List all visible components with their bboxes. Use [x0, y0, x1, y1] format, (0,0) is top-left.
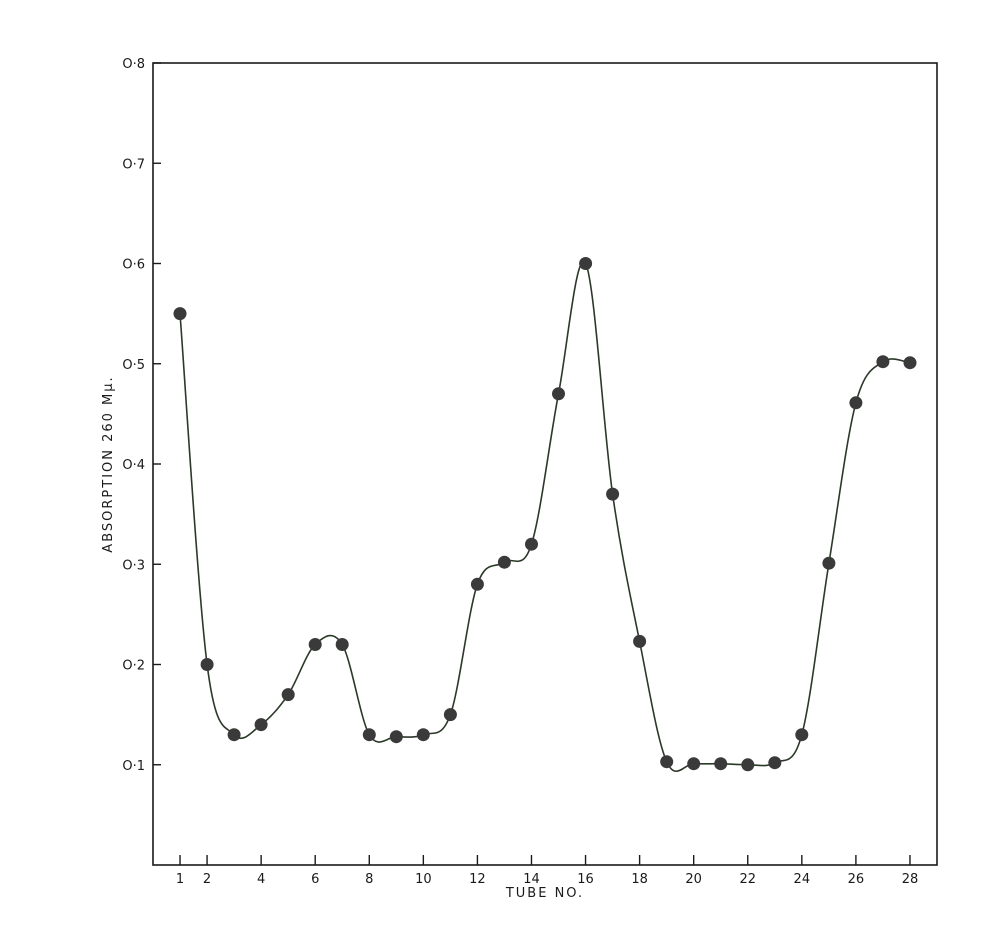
plot-frame [152, 62, 938, 866]
data-point [849, 396, 863, 410]
data-point [606, 487, 620, 501]
data-point [822, 556, 836, 570]
data-point [795, 728, 809, 742]
data-point [687, 757, 701, 771]
y-tick-label: O·8 [122, 57, 145, 72]
x-tick-label: 14 [523, 872, 540, 887]
x-tick-label: 28 [902, 872, 919, 887]
x-axis-ticks: 1 2 4 6 8 10 12 14 16 18 20 22 24 26 28 [176, 855, 918, 887]
data-point [281, 688, 295, 702]
data-point [714, 757, 728, 771]
x-axis-title: TUBE NO. [505, 886, 584, 901]
data-point [660, 755, 674, 769]
x-tick-label: 26 [848, 872, 865, 887]
data-point [470, 577, 484, 591]
x-tick-label: 18 [631, 872, 648, 887]
y-tick-label: O·3 [122, 558, 145, 573]
data-point [552, 387, 565, 401]
y-tick-label: O·6 [122, 258, 145, 273]
x-tick-label: 16 [577, 872, 594, 887]
x-tick-label: 20 [685, 872, 702, 887]
data-point [254, 718, 268, 732]
data-point [903, 356, 917, 370]
data-point [768, 756, 782, 770]
y-axis-title: ABSORPTION 260 Mμ. [101, 375, 116, 552]
x-tick-label: 12 [469, 872, 486, 887]
data-point [741, 758, 755, 772]
data-point [308, 638, 322, 651]
data-point [173, 307, 187, 321]
data-point [579, 257, 593, 270]
data-points [173, 257, 917, 772]
x-tick-label: 24 [794, 872, 811, 887]
y-tick-label: O·4 [122, 458, 145, 473]
y-tick-label: O·5 [122, 358, 145, 373]
data-point [497, 555, 511, 569]
data-point [335, 638, 349, 651]
data-point [633, 634, 647, 648]
x-tick-label: 4 [257, 872, 265, 887]
x-tick-label: 22 [739, 872, 756, 887]
x-tick-label: 8 [365, 872, 373, 887]
data-point [389, 730, 403, 744]
x-tick-label: 10 [415, 872, 432, 887]
data-point [443, 708, 457, 722]
data-point [416, 728, 430, 742]
data-point [876, 355, 890, 369]
y-tick-label: O·2 [122, 659, 145, 674]
x-tick-label: 2 [203, 872, 211, 887]
data-point [200, 658, 214, 671]
data-point [362, 728, 376, 742]
y-axis-ticks: O·1 O·2 O·3 O·4 O·5 O·6 O·7 O·8 [122, 57, 161, 774]
data-point [525, 537, 538, 551]
y-tick-label: O·1 [122, 759, 145, 774]
x-tick-label: 6 [311, 872, 319, 887]
x-tick-label: 1 [176, 872, 184, 887]
data-point [227, 728, 241, 742]
y-tick-label: O·7 [122, 157, 145, 172]
